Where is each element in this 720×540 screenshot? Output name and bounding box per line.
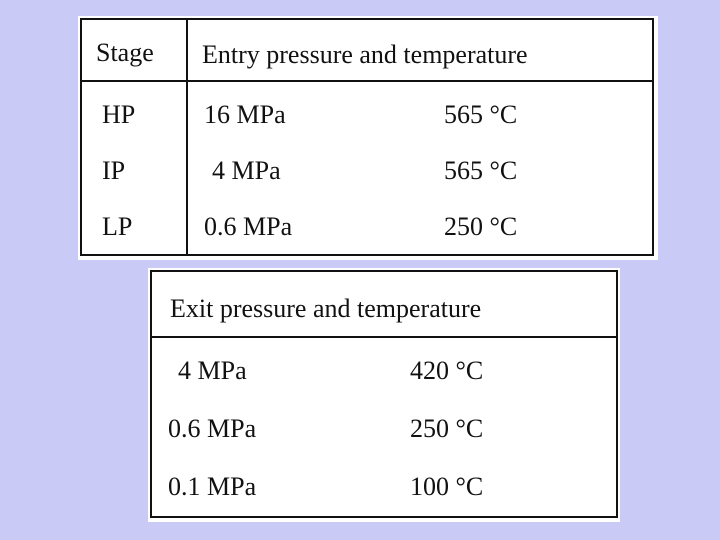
exit-table: Exit pressure and temperature 4 MPa 420 °C… <box>148 268 620 522</box>
header-cell: Stage <box>96 38 154 67</box>
table-cell: 4 MPa <box>212 156 281 185</box>
table-cell: LP <box>102 212 133 241</box>
table-border <box>150 270 618 518</box>
header-rule <box>150 336 618 338</box>
header-rule <box>80 80 654 82</box>
table-cell: 565 °C <box>444 156 518 185</box>
column-rule <box>186 18 188 256</box>
table-border <box>80 18 654 256</box>
table-cell: 4 MPa <box>178 356 247 385</box>
table-cell: 0.1 MPa <box>168 472 257 501</box>
table-cell: 250 °C <box>410 414 484 443</box>
table-cell: 565 °C <box>444 100 518 129</box>
header-cell: Exit pressure and temperature <box>170 294 482 323</box>
entry-table: Stage Entry pressure and temperature HP 16 … <box>78 16 658 260</box>
table-cell: HP <box>102 100 136 129</box>
table-cell: 250 °C <box>444 212 518 241</box>
table-cell: 16 MPa <box>204 100 286 129</box>
header-cell: Entry pressure and temperature <box>202 40 528 69</box>
table-cell: 0.6 MPa <box>168 414 257 443</box>
table-cell: 0.6 MPa <box>204 212 293 241</box>
table-cell: IP <box>102 156 126 185</box>
table-cell: 420 °C <box>410 356 484 385</box>
table-cell: 100 °C <box>410 472 484 501</box>
